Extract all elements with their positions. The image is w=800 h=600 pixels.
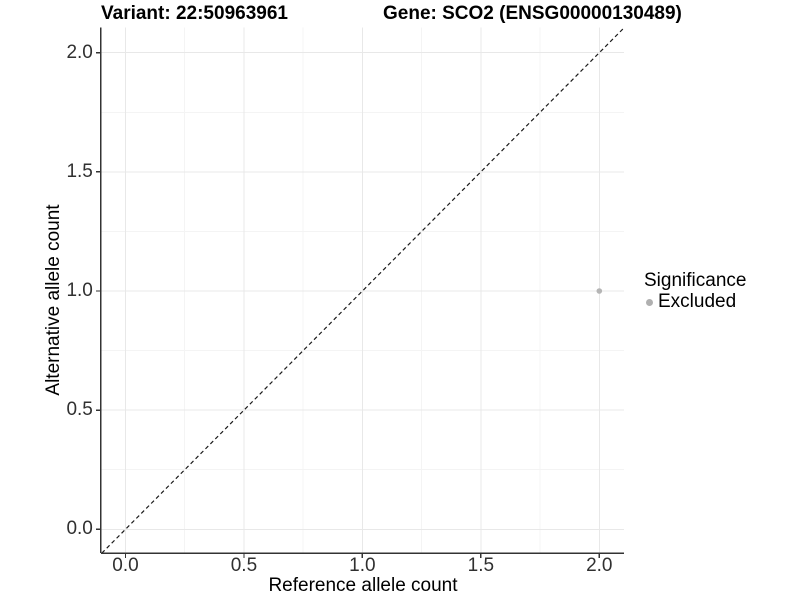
tick-marks: [95, 52, 600, 559]
y-tick-label: 0.5: [66, 399, 93, 421]
y-tick-label: 2.0: [66, 41, 93, 63]
x-axis-title: Reference allele count: [268, 575, 458, 596]
y-tick-label: 1.5: [66, 160, 93, 182]
x-tick-label: 1.0: [349, 555, 376, 576]
data-point: [596, 288, 603, 294]
x-tick-label: 0.5: [230, 555, 258, 576]
grid-major-lines: [100, 27, 625, 554]
identity-reference-line: [101, 27, 625, 554]
x-tick-label: 0.0: [112, 555, 139, 576]
x-tick-label: 2.0: [586, 555, 613, 576]
y-tick-label: 0.0: [66, 518, 93, 540]
data-points: [596, 288, 603, 294]
legend-item-excluded: Excluded: [644, 292, 746, 312]
y-tick-label: 1.0: [66, 280, 93, 301]
legend-title: Significance: [644, 270, 747, 291]
excluded-point-icon: [646, 298, 653, 306]
legend-item-label: Excluded: [658, 291, 737, 312]
x-tick-label: 1.5: [467, 555, 495, 576]
legend: Significance Excluded: [644, 270, 746, 312]
plot-title-gene: Gene: SCO2 (ENSG00000130489): [383, 3, 682, 24]
y-axis-title: Alternative allele count: [43, 204, 64, 396]
identity-line: [101, 27, 625, 554]
plot-title-variant: Variant: 22:50963961: [101, 3, 288, 24]
